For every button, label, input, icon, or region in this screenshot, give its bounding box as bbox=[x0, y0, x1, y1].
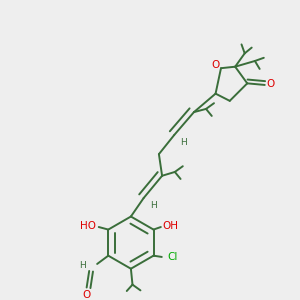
Text: H: H bbox=[180, 137, 187, 146]
Text: O: O bbox=[82, 290, 91, 299]
Text: H: H bbox=[150, 201, 157, 210]
Text: H: H bbox=[79, 261, 86, 270]
Text: O: O bbox=[266, 79, 274, 89]
Text: HO: HO bbox=[80, 221, 96, 231]
Text: O: O bbox=[211, 60, 219, 70]
Text: OH: OH bbox=[162, 221, 178, 231]
Text: Cl: Cl bbox=[167, 252, 178, 262]
